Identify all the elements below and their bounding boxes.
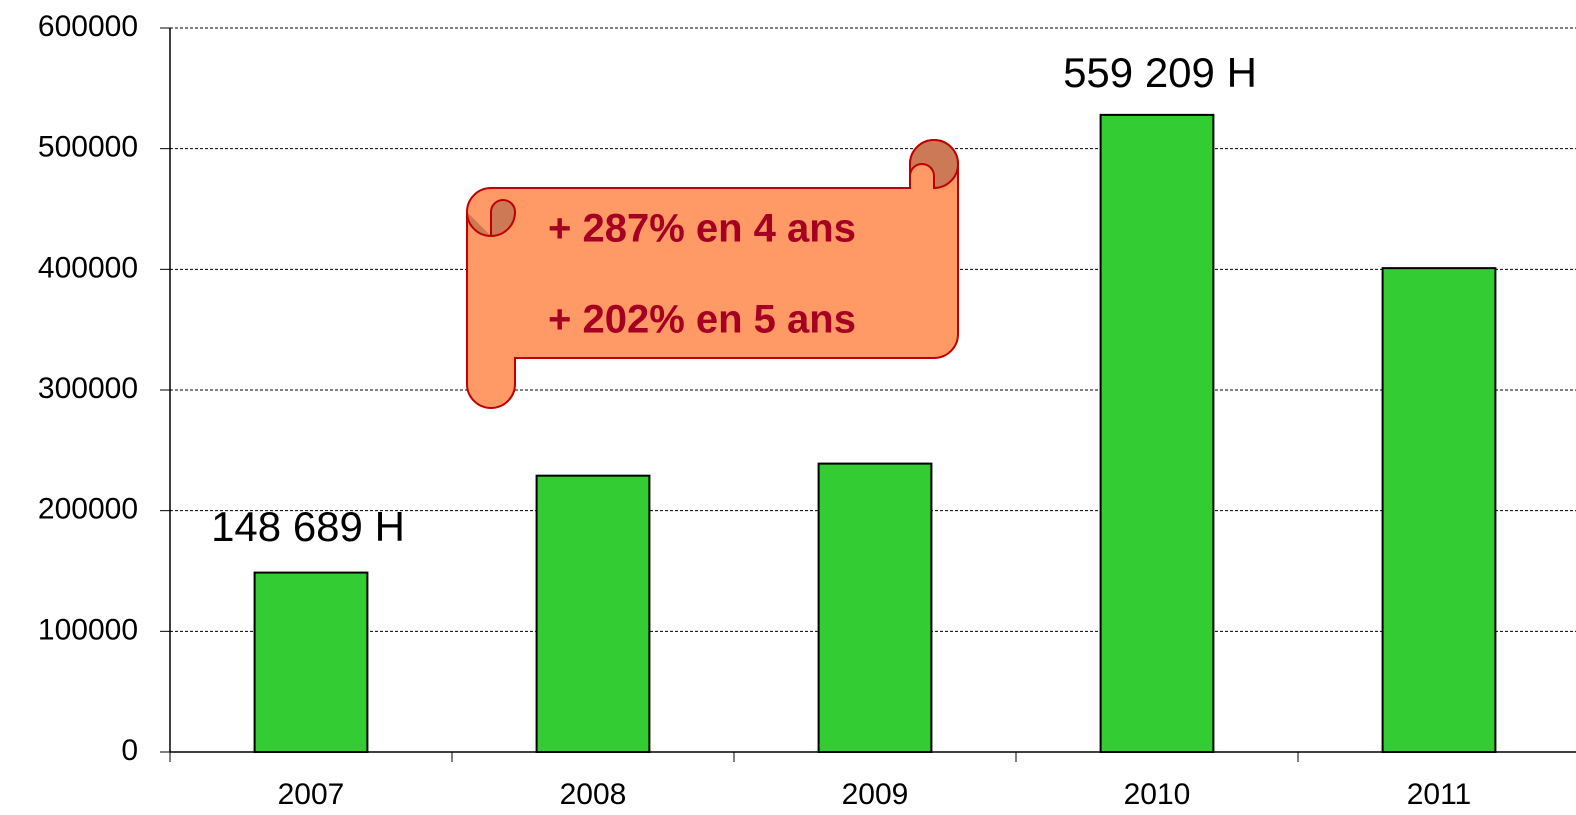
bar xyxy=(1099,113,1215,753)
scroll-banner xyxy=(466,138,960,409)
bar xyxy=(1381,267,1497,753)
bar xyxy=(535,474,651,753)
annotation: + 202% en 5 ans xyxy=(548,298,856,342)
y-tick-label: 600000 xyxy=(38,10,138,43)
y-tick-label: 200000 xyxy=(38,493,138,526)
x-tick-label: 2009 xyxy=(842,778,909,811)
x-tick-label: 2007 xyxy=(278,778,345,811)
bar xyxy=(253,571,369,754)
y-tick-label: 100000 xyxy=(38,613,138,646)
y-tick-label: 0 xyxy=(121,734,138,767)
y-tick-label: 300000 xyxy=(38,372,138,405)
annotation: 559 209 H xyxy=(1063,49,1257,96)
x-tick-label: 2010 xyxy=(1124,778,1191,811)
y-tick-label: 500000 xyxy=(38,131,138,164)
x-tick-label: 2008 xyxy=(560,778,627,811)
bar xyxy=(817,462,933,753)
annotation: 148 689 H xyxy=(211,503,405,550)
x-tick-label: 2011 xyxy=(1407,778,1472,811)
y-tick-label: 400000 xyxy=(38,251,138,284)
annotation: + 287% en 4 ans xyxy=(548,207,856,251)
